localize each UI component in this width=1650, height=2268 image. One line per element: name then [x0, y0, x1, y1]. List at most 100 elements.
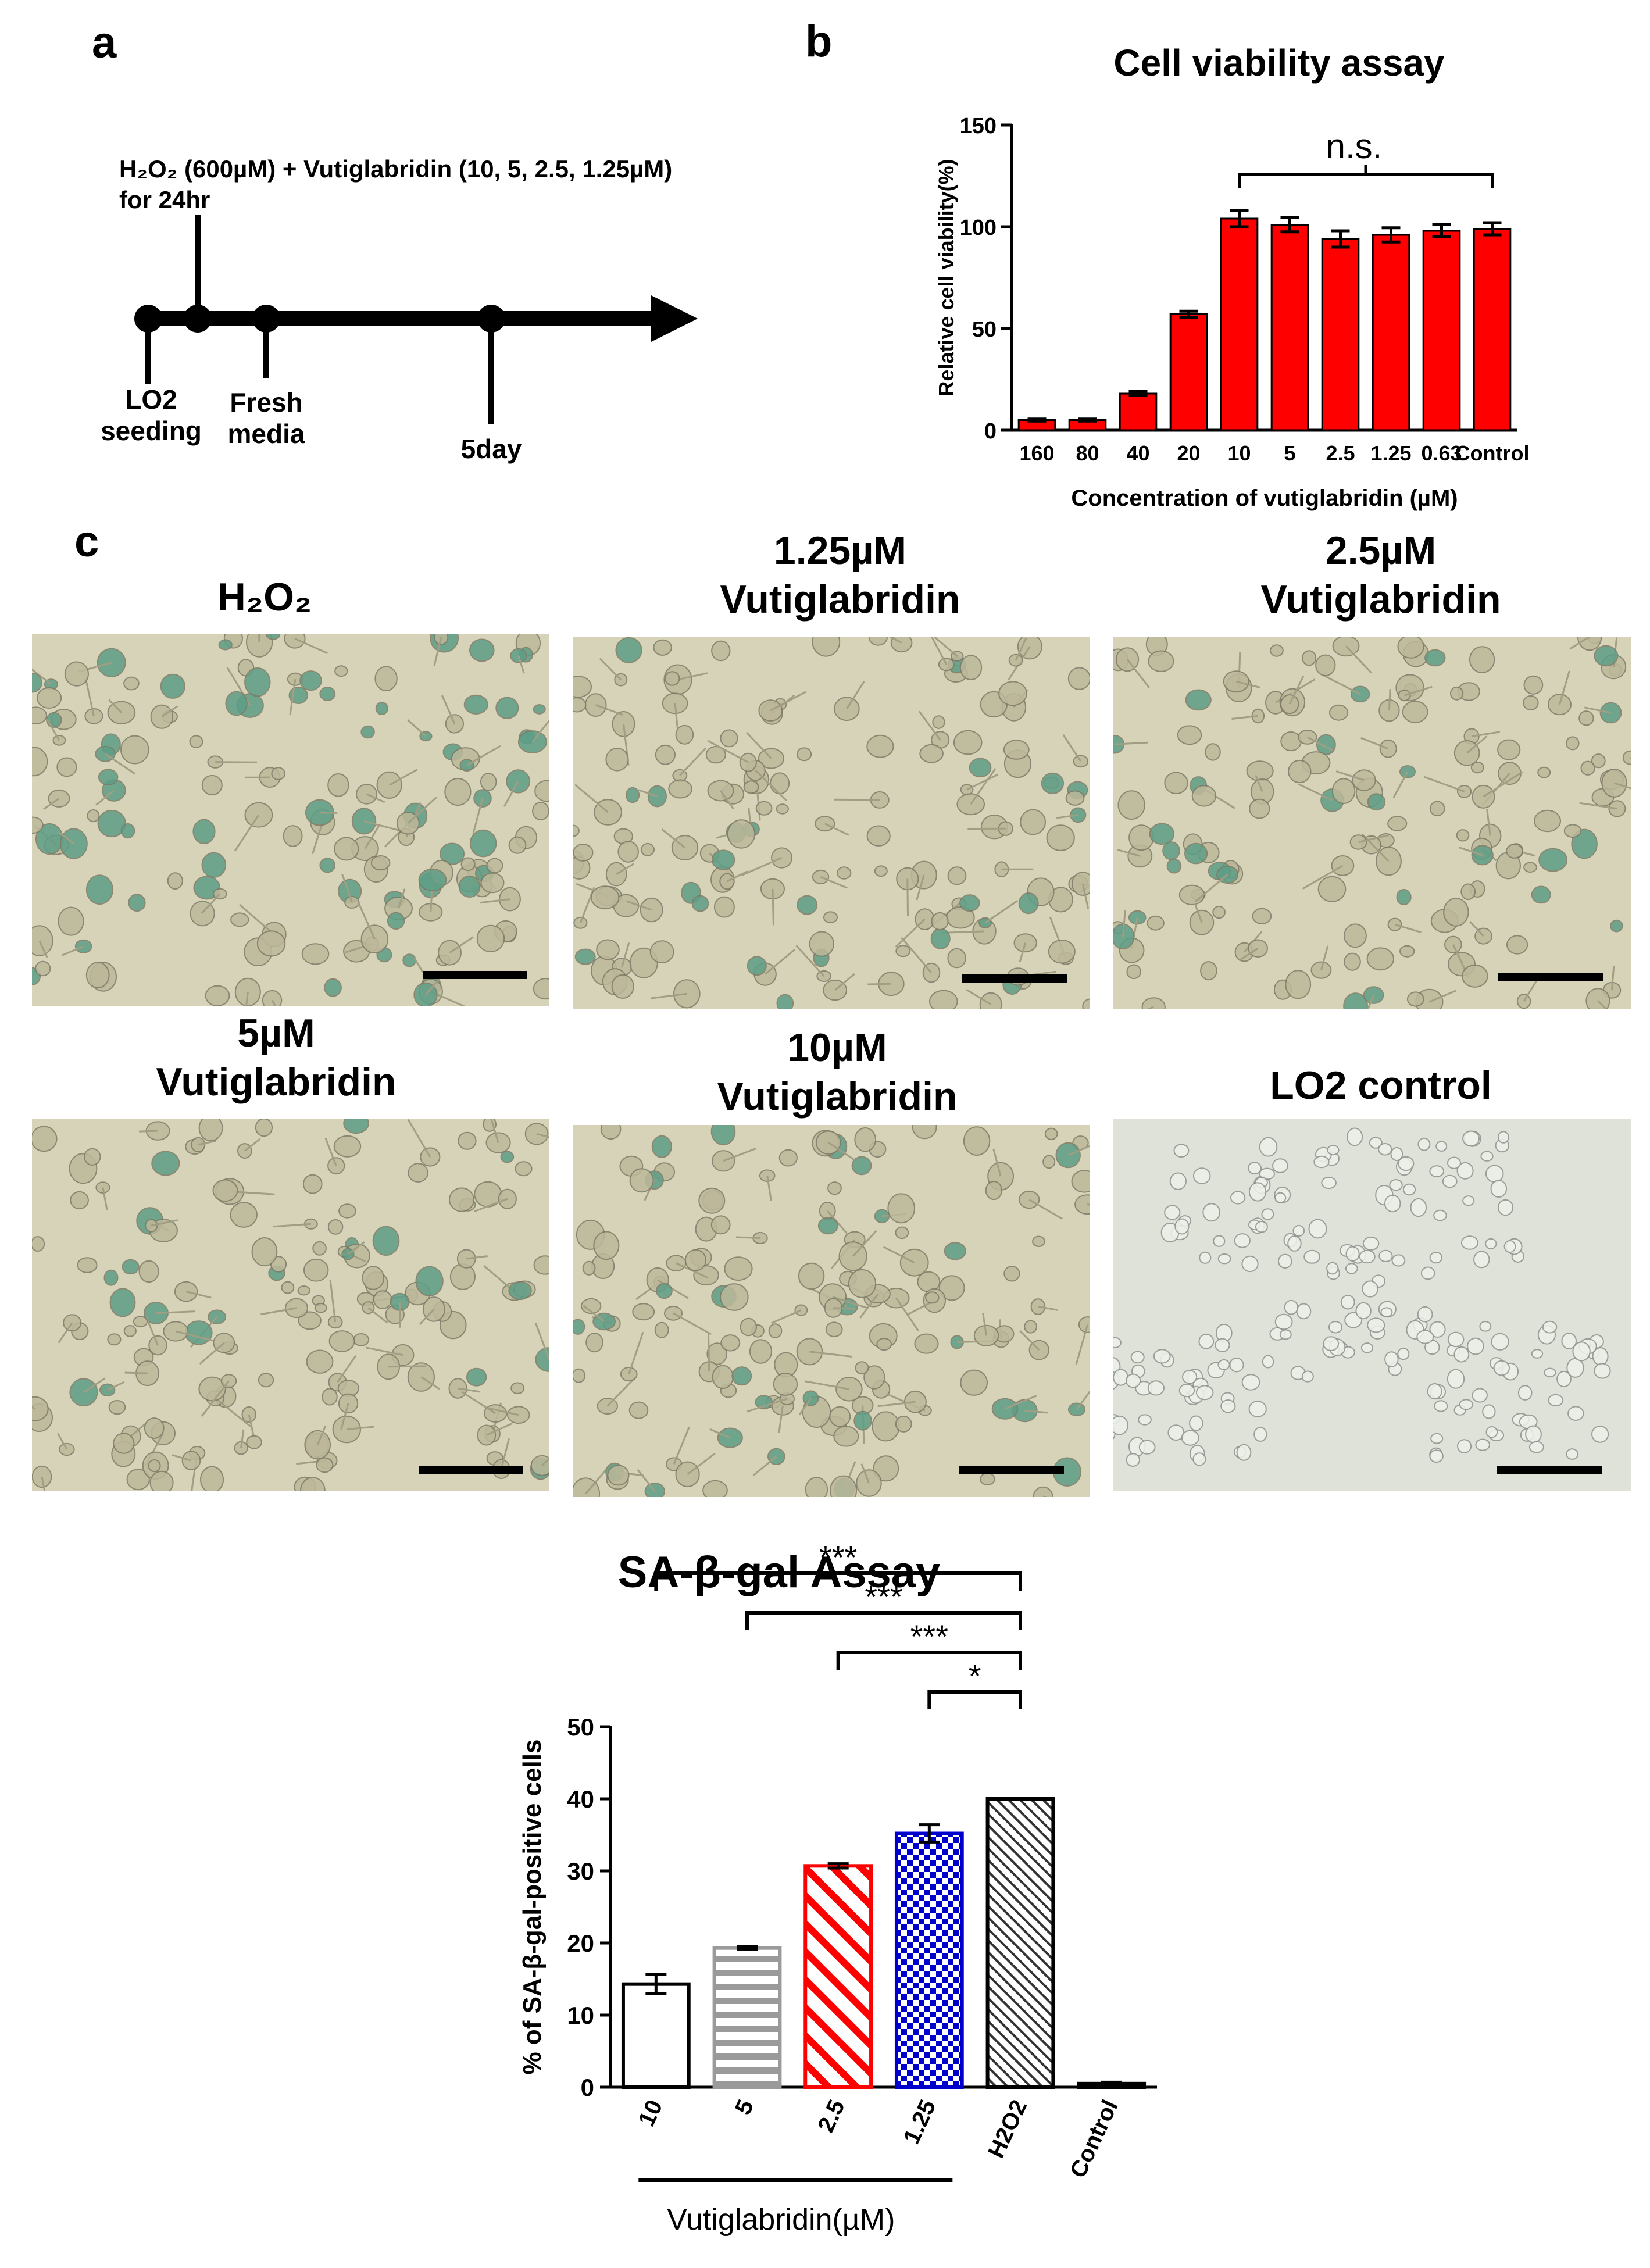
cell	[705, 746, 726, 764]
y-tick-label: 30	[567, 1858, 594, 1885]
cell	[1279, 1329, 1292, 1340]
cell-process	[472, 798, 484, 834]
cell-process	[480, 898, 510, 904]
cell-process	[461, 1391, 497, 1415]
cell	[244, 667, 271, 697]
cell	[1538, 848, 1567, 872]
cell	[868, 637, 888, 646]
cell	[675, 1461, 700, 1488]
cell	[360, 924, 389, 954]
cell	[912, 1125, 937, 1140]
cell	[1571, 828, 1598, 859]
cell	[1070, 807, 1087, 823]
cell	[1042, 1155, 1056, 1169]
x-tick-label-160: 160	[1019, 441, 1054, 465]
cell-process	[294, 638, 328, 654]
cell	[825, 1321, 843, 1338]
panel-letter-c: c	[74, 517, 99, 566]
cell	[1115, 647, 1140, 672]
cell	[533, 1255, 549, 1275]
cell	[534, 780, 549, 802]
cell-process	[198, 1140, 217, 1146]
cell	[191, 1137, 206, 1153]
cell	[515, 1161, 533, 1177]
cell	[69, 1378, 98, 1407]
cell	[1447, 1369, 1465, 1389]
cell	[1253, 1427, 1267, 1442]
timeline-dot-seeding	[134, 305, 162, 333]
cell	[1347, 1127, 1363, 1146]
cell	[1429, 1165, 1445, 1177]
cell	[387, 912, 405, 930]
cell-process	[1307, 736, 1333, 752]
cell-process	[161, 705, 178, 717]
cell	[863, 1365, 885, 1390]
cell-process	[741, 857, 783, 876]
cell	[1126, 1453, 1140, 1467]
cell	[605, 862, 627, 887]
cell	[1548, 1394, 1564, 1407]
cell	[1262, 1355, 1274, 1369]
cell	[225, 691, 248, 716]
cell	[324, 978, 342, 997]
cell-process	[827, 1141, 855, 1161]
cell	[1138, 1440, 1156, 1455]
cell-process	[1114, 741, 1148, 745]
cell	[408, 1163, 428, 1183]
cell	[109, 1288, 136, 1317]
cell	[668, 779, 692, 799]
cell	[1213, 1235, 1226, 1247]
cell	[1202, 1203, 1220, 1222]
timeline-label-media-line2: media	[227, 419, 305, 449]
cell-process	[637, 1469, 656, 1492]
y-tick-label: 20	[567, 1930, 594, 1957]
cell	[665, 671, 680, 686]
cell-process	[1404, 685, 1433, 697]
cell	[969, 758, 992, 778]
cell	[1434, 1400, 1448, 1412]
cell-process	[720, 790, 734, 810]
cell-process	[215, 1397, 252, 1428]
cell	[213, 888, 227, 900]
cell	[770, 772, 790, 795]
cell	[1389, 1179, 1403, 1191]
cell	[1248, 1401, 1267, 1417]
cell	[573, 1319, 585, 1335]
cell	[373, 1290, 392, 1309]
cell	[56, 757, 77, 777]
cell	[876, 1338, 892, 1351]
cell	[185, 1320, 213, 1345]
cell	[1566, 1448, 1579, 1460]
cell	[1578, 710, 1594, 726]
cell-process	[388, 1365, 426, 1368]
cell	[713, 896, 735, 918]
cell-process	[488, 1407, 519, 1416]
sig-label-1-25: *	[969, 1658, 981, 1694]
cell	[301, 943, 330, 965]
cell	[1369, 1137, 1383, 1149]
cell	[533, 978, 549, 1000]
cell	[1173, 1144, 1190, 1158]
cell-process	[420, 1376, 440, 1390]
cell-process	[1082, 883, 1090, 909]
cell-process	[1302, 865, 1344, 890]
cell-process	[424, 977, 441, 995]
cell	[1178, 884, 1205, 905]
cell	[1384, 1351, 1399, 1367]
cell	[1460, 883, 1476, 901]
cell	[980, 1473, 995, 1485]
cell-process	[834, 973, 855, 991]
cell	[1378, 1249, 1393, 1262]
cell	[1065, 790, 1085, 806]
cell	[84, 1148, 101, 1166]
cell	[596, 939, 620, 960]
x-tick-label-2-5: 2.5	[1326, 441, 1355, 465]
cell-process	[707, 740, 749, 763]
bar-control	[1473, 228, 1512, 431]
cell-process	[258, 634, 260, 642]
cell	[1485, 1238, 1497, 1249]
cell	[1169, 1172, 1187, 1190]
timeline-treatment-line2: for 24hr	[119, 186, 210, 213]
cell-process	[260, 1307, 297, 1316]
cell	[1399, 765, 1416, 778]
